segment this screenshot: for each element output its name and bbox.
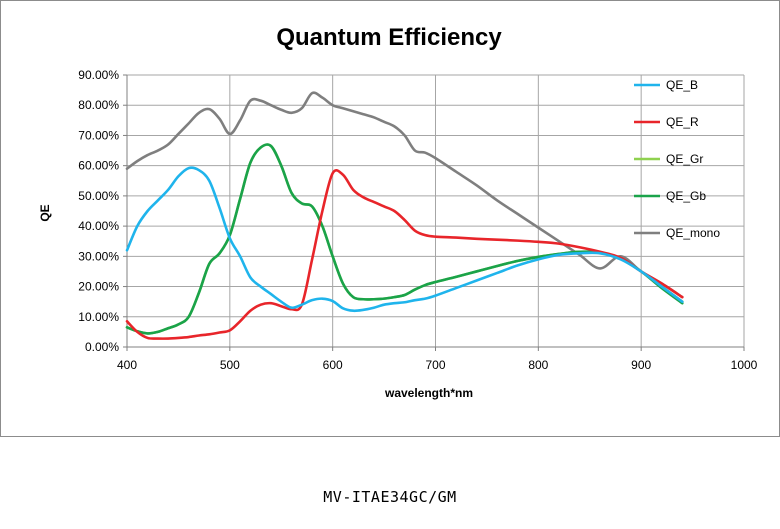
x-tick-label: 600 (323, 358, 343, 372)
legend-label-qe-mono: QE_mono (666, 226, 720, 240)
x-tick-label: 900 (631, 358, 651, 372)
series-line-qe-gb (125, 143, 684, 335)
x-tick-label: 500 (220, 358, 240, 372)
legend-label-qe-b: QE_B (666, 78, 698, 92)
y-tick-label: 60.00% (78, 159, 119, 173)
series-line-qe-r (125, 169, 684, 340)
chart-frame: Quantum Efficiency QE wavelength*nm 0.00… (0, 0, 780, 437)
y-tick-label: 80.00% (78, 98, 119, 112)
axis-layer: 0.00% 10.00% 20.00% 30.00% 40.00% 50.00% 60.00… (78, 68, 757, 372)
legend-label-qe-gb: QE_Gb (666, 189, 706, 203)
x-tick-label: 400 (117, 358, 137, 372)
y-tick-label: 70.00% (78, 128, 119, 142)
legend-label-qe-gr: QE_Gr (666, 152, 703, 166)
x-axis-label: wavelength*nm (384, 386, 473, 400)
series-line-qe-b (125, 166, 684, 313)
qe-chart: Quantum Efficiency QE wavelength*nm 0.00… (38, 24, 758, 400)
y-tick-label: 90.00% (78, 68, 119, 82)
x-tick-label: 700 (425, 358, 445, 372)
series-line-qe-mono (125, 91, 684, 299)
y-tick-label: 30.00% (78, 249, 119, 263)
y-tick-label: 0.00% (85, 340, 119, 354)
y-tick-label: 10.00% (78, 310, 119, 324)
x-tick-label: 800 (528, 358, 548, 372)
y-axis-label: QE (38, 204, 52, 221)
series-line-qe-gr (125, 143, 684, 335)
model-caption: MV-ITAE34GC/GM (323, 488, 457, 506)
y-tick-label: 40.00% (78, 219, 119, 233)
series-layer (125, 91, 684, 340)
chart-title: Quantum Efficiency (276, 24, 502, 51)
y-tick-label: 50.00% (78, 189, 119, 203)
legend: QE_B QE_R QE_Gr QE_Gb QE_mono (634, 78, 720, 240)
x-tick-label: 1000 (731, 358, 758, 372)
y-tick-label: 20.00% (78, 280, 119, 294)
legend-label-qe-r: QE_R (666, 115, 699, 129)
